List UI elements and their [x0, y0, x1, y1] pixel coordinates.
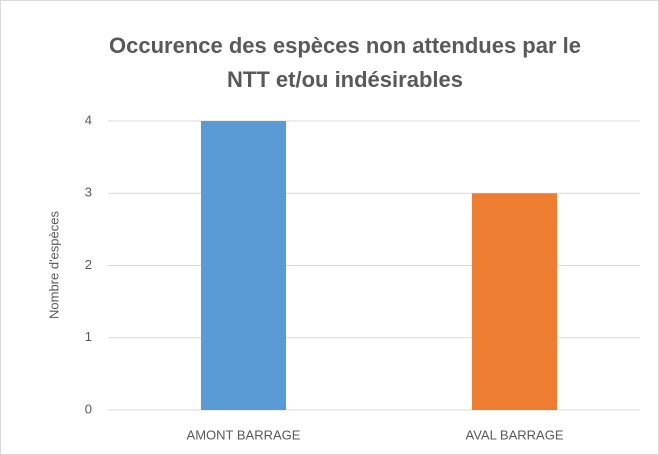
chart-title: NTT et/ou indésirables — [227, 67, 463, 92]
y-tick-label: 3 — [85, 185, 92, 200]
x-tick-label: AVAL BARRAGE — [465, 427, 563, 442]
x-tick-label: AMONT BARRAGE — [187, 427, 301, 442]
y-tick-label: 0 — [85, 401, 92, 416]
y-axis-label: Nombre d'espèces — [46, 211, 61, 319]
y-tick-label: 4 — [85, 112, 92, 127]
y-tick-label: 1 — [85, 329, 92, 344]
bar — [200, 121, 287, 410]
chart-title: Occurence des espèces non attendues par … — [109, 33, 581, 58]
y-tick-label: 2 — [85, 257, 92, 272]
bar — [471, 193, 558, 410]
